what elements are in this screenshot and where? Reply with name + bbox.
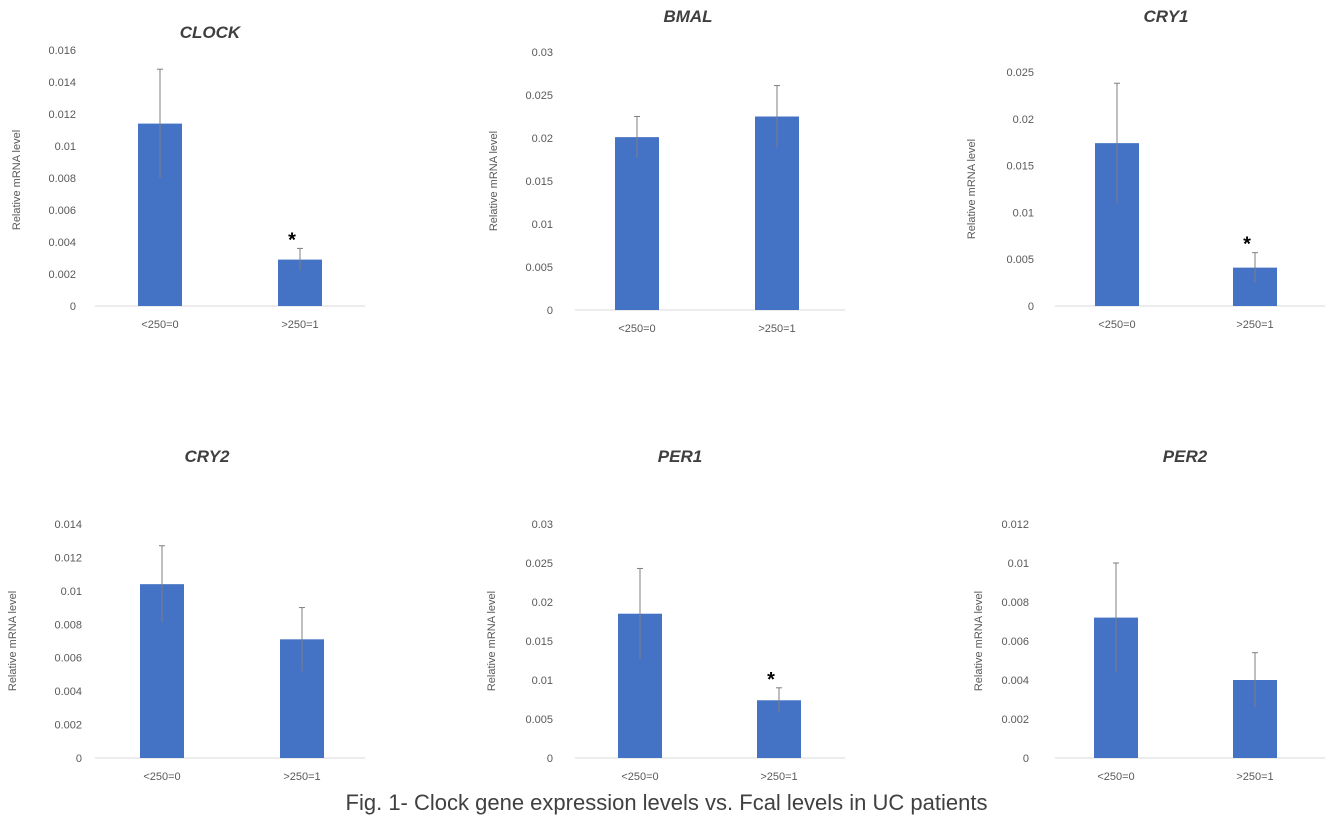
y-tick-label: 0 xyxy=(70,301,76,313)
y-tick-label: 0.01 xyxy=(55,141,76,153)
y-tick-label: 0.03 xyxy=(532,519,553,531)
y-tick-label: 0.01 xyxy=(1013,207,1034,219)
x-tick-label: >250=1 xyxy=(758,323,795,335)
bar-2500 xyxy=(615,137,659,310)
chart-title: CLOCK xyxy=(180,23,242,42)
y-tick-label: 0.02 xyxy=(532,133,553,145)
y-tick-label: 0.005 xyxy=(525,262,553,274)
y-tick-label: 0.006 xyxy=(54,653,82,665)
bar-2501 xyxy=(755,116,799,310)
figure-caption: Fig. 1- Clock gene expression levels vs.… xyxy=(345,790,988,815)
x-tick-label: >250=1 xyxy=(281,319,318,331)
y-tick-label: 0.002 xyxy=(48,269,76,281)
x-tick-label: <250=0 xyxy=(1098,319,1135,331)
y-tick-label: 0.025 xyxy=(525,90,553,102)
chart-title: CRY2 xyxy=(184,447,230,466)
y-tick-label: 0.01 xyxy=(1008,558,1029,570)
y-tick-label: 0.01 xyxy=(532,675,553,687)
y-tick-label: 0.012 xyxy=(1001,519,1029,531)
y-axis-label: Relative mRNA level xyxy=(973,591,985,691)
x-tick-label: <250=0 xyxy=(141,319,178,331)
y-axis-label: Relative mRNA level xyxy=(11,130,23,230)
y-tick-label: 0 xyxy=(1023,753,1029,765)
chart-title: PER1 xyxy=(658,447,702,466)
x-tick-label: <250=0 xyxy=(143,771,180,783)
significance-marker: * xyxy=(767,669,775,691)
y-tick-label: 0.015 xyxy=(525,636,553,648)
y-tick-label: 0.01 xyxy=(532,219,553,231)
y-tick-label: 0.004 xyxy=(54,686,82,698)
y-tick-label: 0.015 xyxy=(1006,161,1034,173)
y-tick-label: 0.006 xyxy=(48,205,76,217)
y-tick-label: 0 xyxy=(547,753,553,765)
y-tick-label: 0.025 xyxy=(525,558,553,570)
y-axis-label: Relative mRNA level xyxy=(7,591,19,691)
y-tick-label: 0.008 xyxy=(48,173,76,185)
x-tick-label: >250=1 xyxy=(1236,771,1273,783)
x-tick-label: <250=0 xyxy=(621,771,658,783)
y-tick-label: 0.02 xyxy=(1013,114,1034,126)
y-tick-label: 0.03 xyxy=(532,47,553,59)
chart-title: PER2 xyxy=(1163,447,1208,466)
y-tick-label: 0.005 xyxy=(1006,254,1034,266)
y-axis-label: Relative mRNA level xyxy=(966,139,978,239)
y-tick-label: 0.012 xyxy=(48,109,76,121)
y-tick-label: 0.002 xyxy=(1001,714,1029,726)
y-tick-label: 0.015 xyxy=(525,176,553,188)
y-tick-label: 0.006 xyxy=(1001,636,1029,648)
x-tick-label: >250=1 xyxy=(1236,319,1273,331)
y-tick-label: 0.002 xyxy=(54,720,82,732)
significance-marker: * xyxy=(1243,234,1251,256)
y-tick-label: 0 xyxy=(547,305,553,317)
y-axis-label: Relative mRNA level xyxy=(486,591,498,691)
y-tick-label: 0.004 xyxy=(48,237,76,249)
y-tick-label: 0 xyxy=(1028,301,1034,313)
significance-marker: * xyxy=(288,229,296,251)
y-tick-label: 0.008 xyxy=(54,619,82,631)
y-tick-label: 0.014 xyxy=(54,519,82,531)
chart-title: CRY1 xyxy=(1143,7,1188,26)
y-tick-label: 0.005 xyxy=(525,714,553,726)
x-tick-label: >250=1 xyxy=(283,771,320,783)
y-tick-label: 0.025 xyxy=(1006,67,1034,79)
y-tick-label: 0.014 xyxy=(48,77,76,89)
y-tick-label: 0.02 xyxy=(532,597,553,609)
y-tick-label: 0.016 xyxy=(48,45,76,57)
y-tick-label: 0.01 xyxy=(61,586,82,598)
y-tick-label: 0 xyxy=(76,753,82,765)
x-tick-label: <250=0 xyxy=(618,323,655,335)
x-tick-label: <250=0 xyxy=(1097,771,1134,783)
chart-title: BMAL xyxy=(663,7,712,26)
y-tick-label: 0.004 xyxy=(1001,675,1029,687)
y-axis-label: Relative mRNA level xyxy=(488,131,500,231)
y-tick-label: 0.012 xyxy=(54,552,82,564)
x-tick-label: >250=1 xyxy=(760,771,797,783)
y-tick-label: 0.008 xyxy=(1001,597,1029,609)
